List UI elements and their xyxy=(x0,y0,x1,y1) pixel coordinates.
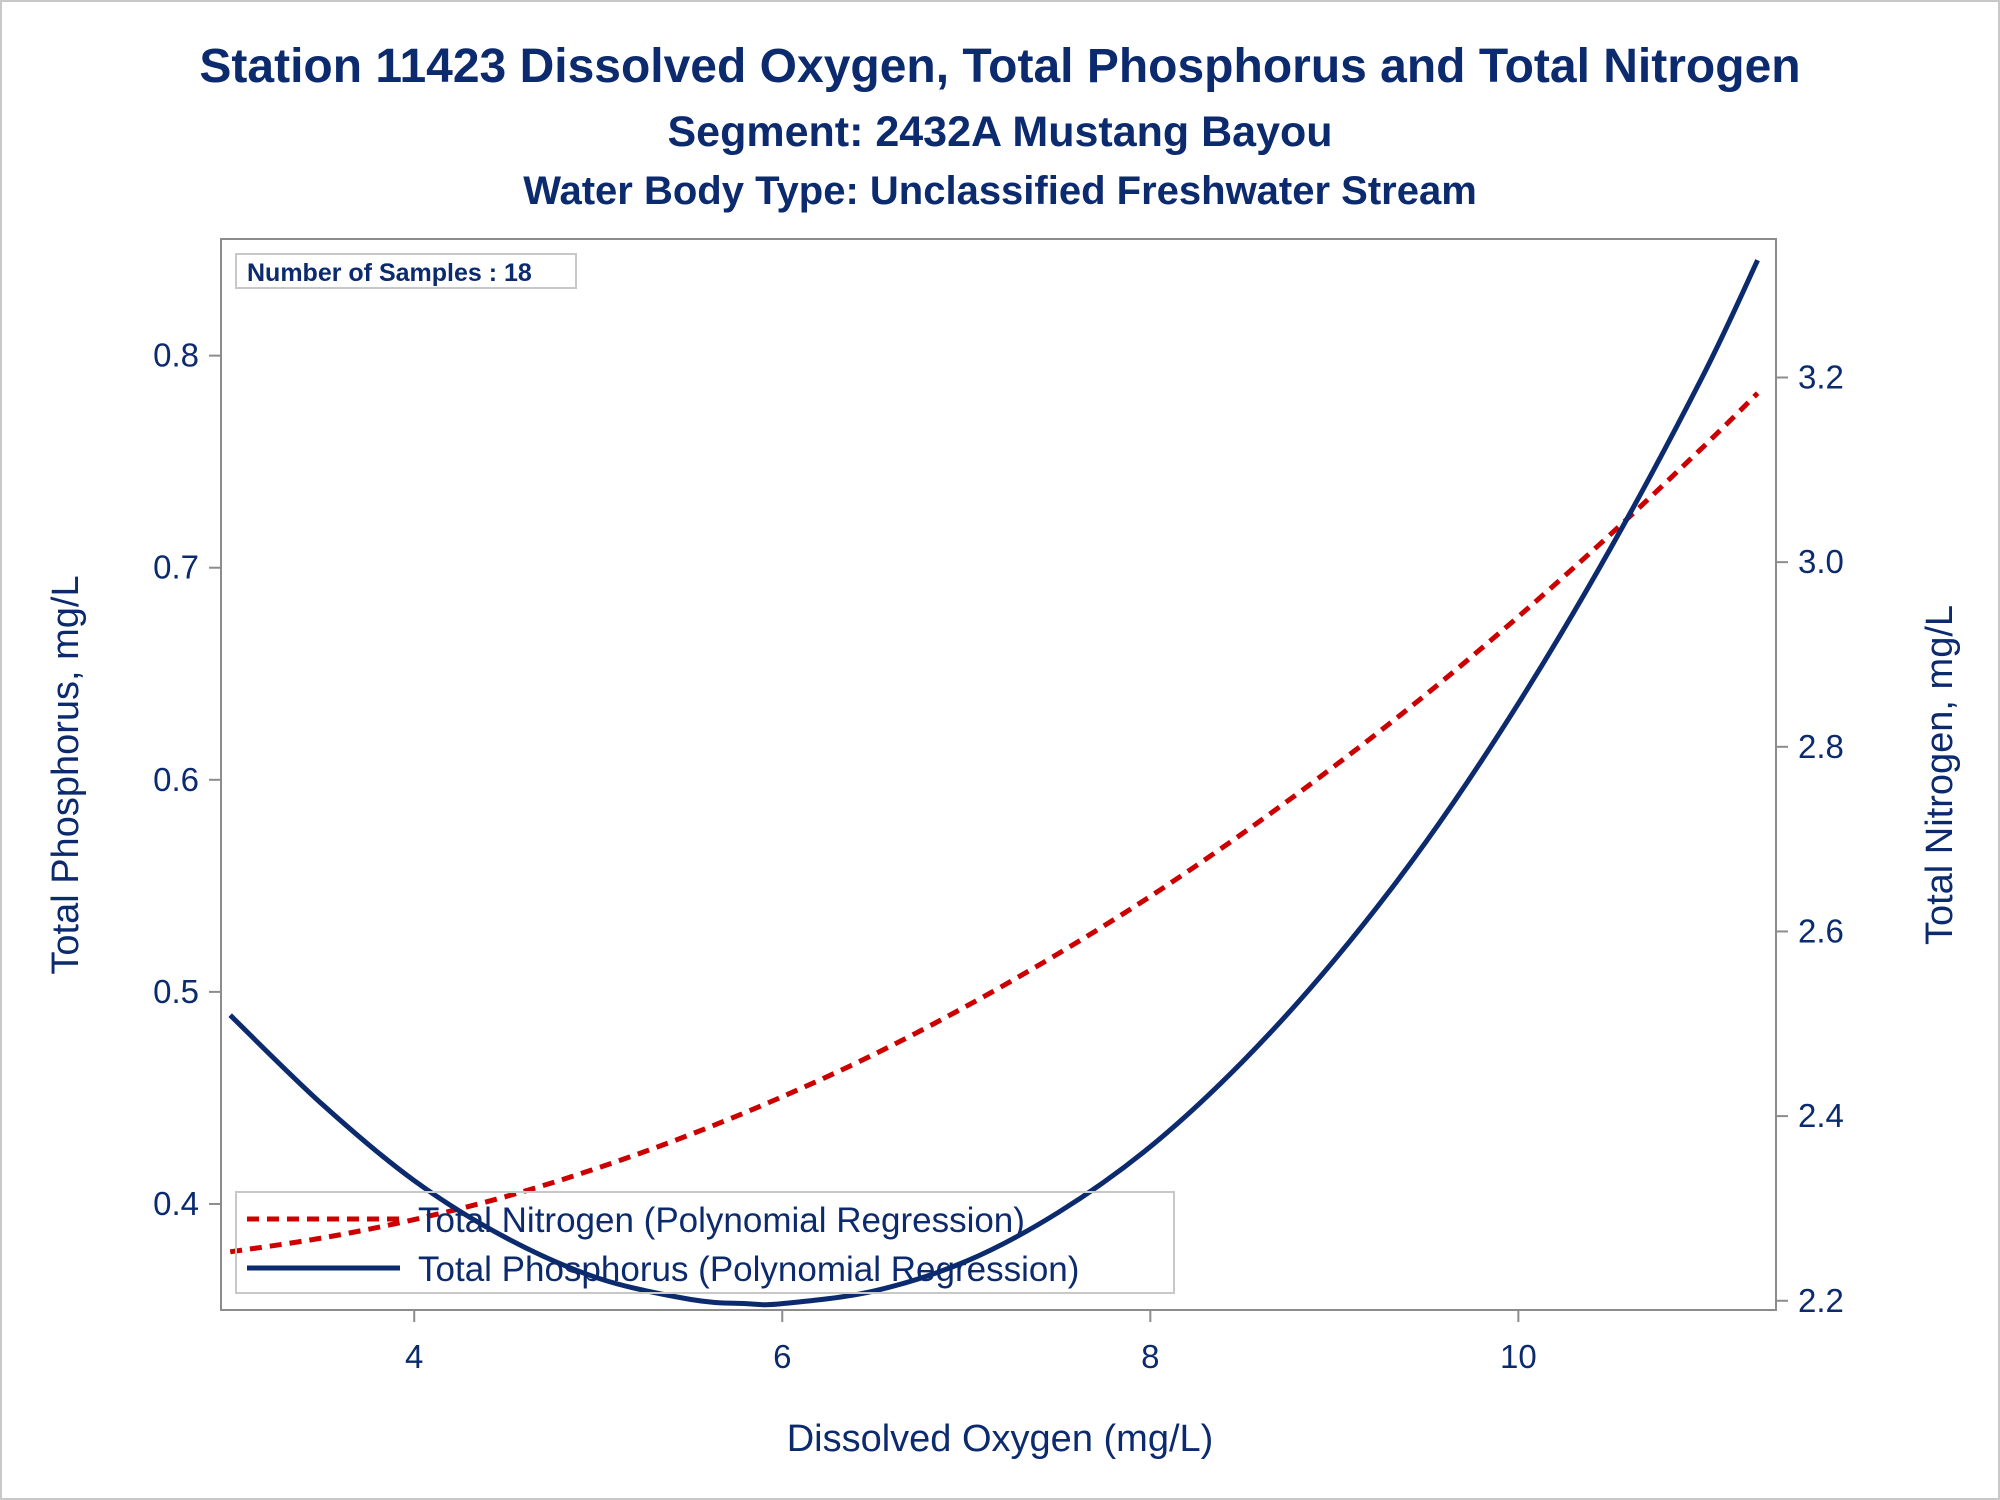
y-tick-label-4: 0.8 xyxy=(153,337,199,374)
y2-tick-label-5: 3.2 xyxy=(1798,358,1844,395)
legend-box xyxy=(235,1191,1175,1294)
legend-label-nitrogen: Total Nitrogen (Polynomial Regression) xyxy=(418,1201,1025,1240)
y2-tick-label-3: 2.8 xyxy=(1798,728,1844,765)
x-tick-label-0: 4 xyxy=(405,1338,423,1375)
chart-subtitle: Segment: 2432A Mustang Bayou xyxy=(667,108,1332,156)
sample-count-box xyxy=(235,253,577,289)
y2-tick-label-4: 3.0 xyxy=(1798,543,1844,580)
y2-axis-label: Total Nitrogen, mg/L xyxy=(1919,605,1961,945)
chart-subtitle-2: Water Body Type: Unclassified Freshwater… xyxy=(523,169,1477,213)
y-tick-label-1: 0.5 xyxy=(153,973,199,1010)
x-axis-label: Dissolved Oxygen (mg/L) xyxy=(787,1418,1214,1460)
series-line-nitrogen xyxy=(229,391,1760,1255)
legend-label-phosphorus: Total Phosphorus (Polynomial Regression) xyxy=(418,1250,1079,1289)
x-tick-label-1: 6 xyxy=(773,1338,791,1375)
x-tick-label-2: 8 xyxy=(1141,1338,1159,1375)
y-tick-label-3: 0.7 xyxy=(153,549,199,586)
legend: Total Nitrogen (Polynomial Regression) T… xyxy=(235,1191,1175,1294)
y-tick-label-2: 0.6 xyxy=(153,761,199,798)
x-axis-ticks: 4 6 8 10 xyxy=(405,1310,1537,1375)
series-line-phosphorus xyxy=(228,259,1760,1308)
y-axis-ticks: 0.4 0.5 0.6 0.7 0.8 xyxy=(153,337,221,1222)
y2-tick-label-2: 2.6 xyxy=(1798,912,1844,949)
y2-axis-ticks: 2.2 2.4 2.6 2.8 3.0 3.2 xyxy=(1776,358,1844,1319)
x-tick-label-3: 10 xyxy=(1500,1338,1537,1375)
chart-title: Station 11423 Dissolved Oxygen, Total Ph… xyxy=(199,40,1800,93)
y-axis-label: Total Phosphorus, mg/L xyxy=(45,575,87,974)
plot-frame xyxy=(220,238,1777,1311)
y2-tick-label-0: 2.2 xyxy=(1798,1282,1844,1319)
sample-count-annotation: Number of Samples : 18 xyxy=(247,259,532,287)
series-layer xyxy=(228,259,1760,1308)
y2-tick-label-1: 2.4 xyxy=(1798,1097,1844,1134)
y-tick-label-0: 0.4 xyxy=(153,1185,199,1222)
